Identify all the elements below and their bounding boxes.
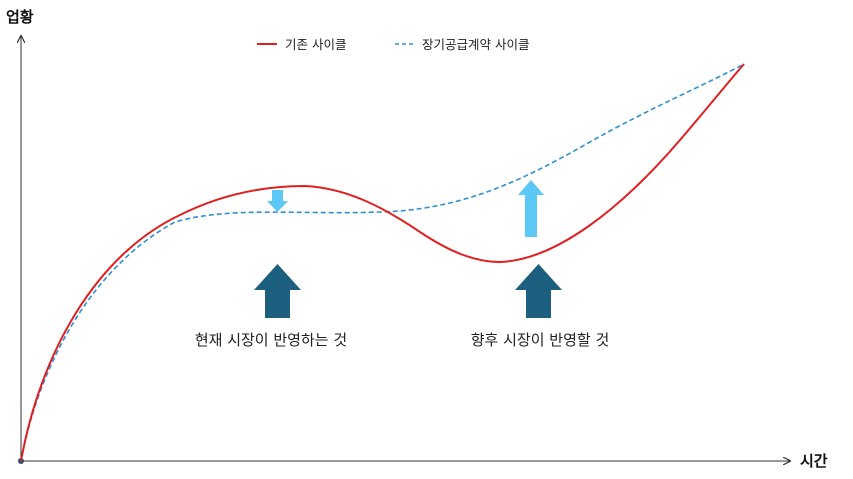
existing-cycle-curve (20, 63, 745, 462)
contract-cycle-curve (20, 63, 745, 462)
current-market-arrow-icon (254, 264, 301, 318)
current-market-caption: 현재 시장이 반영하는 것 (195, 331, 347, 349)
y-axis-label: 업황 (6, 8, 34, 26)
future-market-caption: 향후 시장이 반영할 것 (471, 331, 610, 349)
x-axis-label: 시간 (800, 452, 828, 470)
up-arrow-icon (518, 180, 544, 237)
legend-label-contract: 장기공급계약 사이클 (422, 37, 529, 52)
future-market-arrow-icon (515, 264, 562, 318)
down-arrow-icon (267, 190, 288, 212)
legend-label-existing: 기존 사이클 (285, 37, 346, 52)
